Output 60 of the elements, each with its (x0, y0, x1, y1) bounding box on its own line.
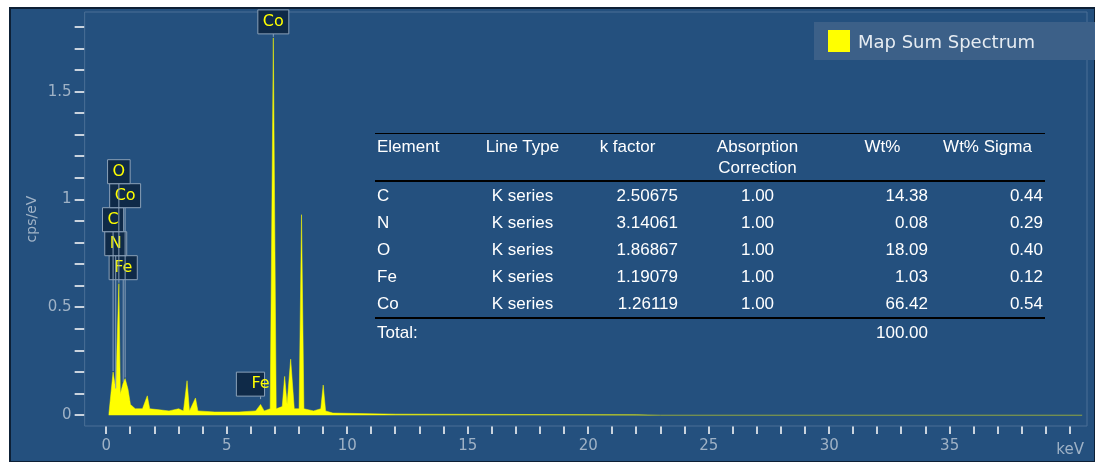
annotation: 1.00 (739, 212, 776, 234)
annotation: Line Type (484, 136, 561, 158)
x-tick-label: 15 (458, 435, 478, 454)
annotation: 1.00 (739, 266, 776, 288)
annotation: O (376, 239, 392, 261)
annotation: Fe (376, 266, 398, 288)
annotation: 3.14061 (615, 212, 679, 234)
annotation: Total: (376, 322, 419, 344)
annotation: 1.00 (739, 185, 776, 207)
annotation: 0.12 (1008, 266, 1044, 288)
annotation: 18.09 (884, 239, 929, 261)
annotation: K series (490, 212, 555, 234)
y-axis-title: cps/eV (23, 195, 40, 243)
annotation: 1.00 (739, 293, 776, 315)
annotation: Element (376, 136, 441, 158)
annotation: Co (376, 293, 400, 315)
x-tick-label: 0 (101, 435, 112, 454)
annotation: 1.03 (893, 266, 929, 288)
annotation: Fe (114, 256, 133, 276)
legend-label: Map Sum Spectrum (857, 30, 1035, 52)
annotation: 0.44 (1008, 185, 1044, 207)
annotation: N (376, 212, 391, 234)
annotation: 0.40 (1008, 239, 1044, 261)
annotation: K series (490, 266, 555, 288)
annotation: C (376, 185, 391, 207)
annotation: 0.54 (1008, 293, 1044, 315)
annotation: 2.50675 (615, 185, 679, 207)
y-tick-label: 0.5 (47, 297, 72, 316)
annotation: K series (490, 185, 555, 207)
x-tick-label: 25 (699, 435, 719, 454)
x-tick-label: 30 (819, 435, 839, 454)
annotation: Wt% Sigma (942, 136, 1033, 158)
annotation: 100.00 (875, 322, 929, 344)
annotation: 0.08 (893, 212, 929, 234)
annotation: Co (262, 11, 284, 31)
annotation: K series (490, 239, 555, 261)
annotation: C (107, 208, 119, 228)
annotation: 1.26119 (616, 293, 679, 315)
x-tick-label: 35 (940, 435, 960, 454)
x-axis-title: keV (1056, 439, 1085, 458)
x-tick-label: 10 (337, 435, 357, 454)
x-tick-label: 5 (222, 435, 232, 454)
annotation: Co (114, 184, 136, 204)
annotation: Fe (251, 373, 270, 393)
y-tick-label: 1.5 (47, 81, 72, 100)
y-tick-label: 1 (62, 189, 72, 208)
annotation: Wt% (863, 136, 902, 158)
y-tick-label: 0 (62, 405, 72, 424)
annotation: Absorption Correction (715, 136, 800, 179)
annotation: 66.42 (884, 293, 929, 315)
annotation: 0.29 (1008, 212, 1044, 234)
annotation: N (109, 232, 122, 252)
annotation: 1.86867 (615, 239, 679, 261)
annotation: O (112, 160, 126, 180)
annotation: K series (490, 293, 555, 315)
annotation: 1.19079 (615, 266, 679, 288)
x-tick-label: 20 (578, 435, 598, 454)
annotation: 1.00 (739, 239, 776, 261)
annotation: k factor (598, 136, 657, 158)
annotation: 14.38 (884, 185, 929, 207)
